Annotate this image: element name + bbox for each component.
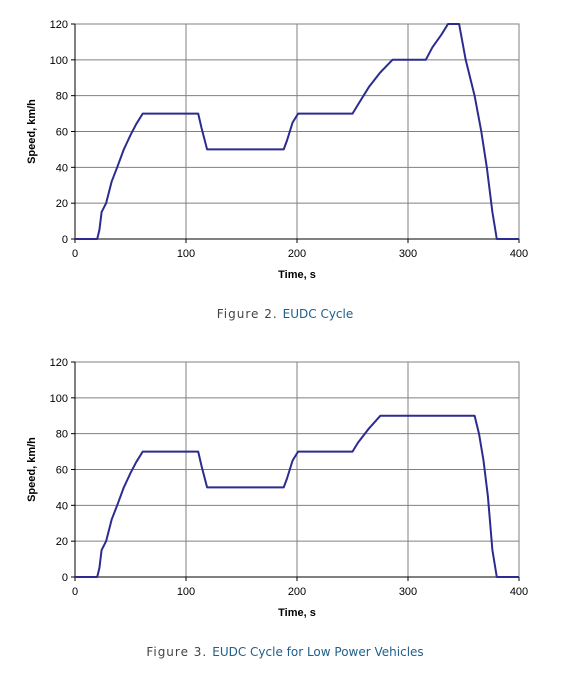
speed-series-line (75, 414, 519, 578)
y-tick-label: 60 (56, 127, 68, 139)
x-tick-label: 300 (399, 586, 417, 598)
y-tick-label: 0 (62, 234, 68, 246)
caption-title: EUDC Cycle (283, 307, 354, 321)
y-axis-label: Speed, km/h (26, 99, 38, 164)
caption-title: EUDC Cycle for Low Power Vehicles (212, 645, 423, 659)
figure-caption: Figure 3. EUDC Cycle for Low Power Vehicl… (146, 645, 423, 659)
caption-prefix: Figure 3. (146, 645, 207, 659)
y-tick-label: 100 (50, 55, 68, 67)
x-axis-label: Time, s (278, 269, 316, 281)
x-tick-label: 200 (288, 248, 306, 260)
y-tick-label: 120 (50, 357, 68, 369)
x-tick-label: 0 (72, 248, 78, 260)
y-tick-label: 120 (50, 19, 68, 31)
y-tick-label: 80 (56, 91, 68, 103)
x-tick-label: 200 (288, 586, 306, 598)
chart-eudc-cycle: 0 20 40 60 80 100 120 0 100 200 300 400 Time, s Speed… (26, 19, 528, 321)
y-tick-label: 100 (50, 393, 68, 405)
chart-eudc-low-power: 0 20 40 60 80 100 120 0 100 200 300 400 Time, s Speed… (26, 357, 528, 659)
x-tick-label: 300 (399, 248, 417, 260)
y-tick-label: 40 (56, 162, 68, 174)
x-axis-label: Time, s (278, 607, 316, 619)
x-tick-label: 400 (510, 586, 528, 598)
caption-prefix: Figure 2. (217, 307, 278, 321)
y-tick-label: 40 (56, 500, 68, 512)
figure-caption: Figure 2. EUDC Cycle (217, 307, 354, 321)
y-tick-label: 20 (56, 198, 68, 210)
y-tick-label: 80 (56, 429, 68, 441)
y-tick-label: 20 (56, 536, 68, 548)
x-tick-label: 0 (72, 586, 78, 598)
x-tick-label: 400 (510, 248, 528, 260)
x-tick-label: 100 (177, 248, 195, 260)
speed-series-line (75, 23, 519, 240)
x-tick-label: 100 (177, 586, 195, 598)
y-axis-label: Speed, km/h (26, 437, 38, 502)
y-tick-label: 60 (56, 465, 68, 477)
y-tick-label: 0 (62, 572, 68, 584)
